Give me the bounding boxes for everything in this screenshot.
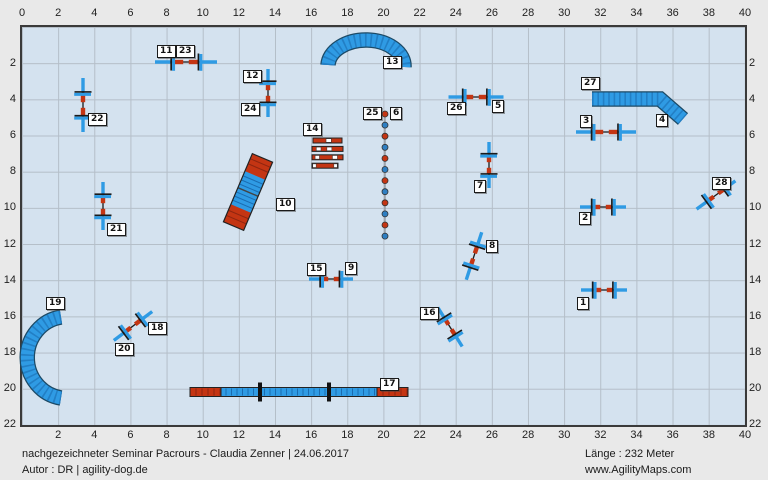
axis-tick-label: 20	[749, 382, 762, 395]
axis-tick-label: 6	[127, 429, 134, 441]
axis-tick-label: 2	[749, 56, 756, 69]
obstacle-number-20[interactable]: 20	[115, 343, 134, 356]
axis-tick-label: 22	[413, 7, 426, 19]
obstacle-number-28[interactable]: 28	[712, 177, 731, 190]
axis-tick-label: 10	[749, 201, 762, 214]
obstacle-number-8[interactable]: 8	[486, 240, 499, 253]
axis-tick-label: 22	[3, 418, 16, 431]
axis-tick-label: 40	[738, 429, 752, 441]
axis-tick-label: 36	[666, 429, 679, 441]
obstacle-number-24[interactable]: 24	[241, 103, 260, 116]
axis-tick-label: 22	[413, 429, 426, 441]
course-website: www.AgilityMaps.com	[585, 463, 692, 476]
obstacle-number-3[interactable]: 3	[580, 115, 593, 128]
axis-tick-label: 14	[3, 273, 16, 286]
course-length: Länge : 232 Meter	[585, 448, 675, 460]
axis-tick-label: 16	[3, 309, 16, 322]
obstacle-number-4[interactable]: 4	[656, 114, 669, 127]
axis-tick-label: 6	[749, 129, 756, 142]
axis-tick-label: 4	[9, 92, 16, 105]
axis-tick-label: 2	[9, 56, 16, 69]
axis-tick-label: 18	[3, 346, 16, 359]
axis-tick-label: 0	[18, 7, 26, 19]
obstacle-number-23[interactable]: 23	[176, 45, 195, 58]
axis-tick-label: 20	[3, 382, 16, 395]
axis-tick-label: 26	[485, 7, 499, 19]
axis-tick-label: 18	[749, 346, 762, 359]
obstacle-number-18[interactable]: 18	[148, 322, 167, 335]
axis-tick-label: 16	[305, 429, 318, 441]
axis-tick-label: 34	[630, 7, 643, 19]
axis-tick-label: 4	[91, 7, 98, 19]
axis-tick-label: 4	[749, 92, 756, 105]
axis-tick-label: 40	[738, 7, 752, 19]
axis-tick-label: 18	[341, 7, 354, 19]
obstacle-number-16[interactable]: 16	[420, 307, 439, 320]
axis-tick-label: 12	[3, 237, 16, 250]
obstacle-number-15[interactable]: 15	[307, 263, 326, 276]
axis-tick-label: 30	[558, 429, 571, 441]
axis-tick-label: 10	[196, 7, 209, 19]
obstacle-number-2[interactable]: 2	[579, 212, 592, 225]
axis-tick-label: 12	[232, 429, 246, 441]
axis-tick-label: 14	[268, 7, 282, 19]
axis-tick-label: 8	[749, 165, 756, 178]
axis-tick-label: 36	[666, 7, 679, 19]
axis-tick-label: 32	[594, 7, 607, 19]
obstacle-number-25[interactable]: 25	[363, 107, 382, 120]
axis-tick-label: 8	[163, 429, 170, 441]
footer-right: Länge : 232 Meter www.AgilityMaps.com	[585, 447, 691, 478]
obstacle-number-1[interactable]: 1	[577, 297, 590, 310]
axis-tick-label: 28	[521, 429, 535, 441]
obstacle-number-12[interactable]: 12	[243, 70, 262, 83]
axis-tick-label: 12	[749, 237, 762, 250]
obstacle-number-7[interactable]: 7	[474, 180, 487, 193]
obstacle-number-6[interactable]: 6	[390, 107, 403, 120]
obstacle-number-13[interactable]: 13	[383, 56, 402, 69]
axis-tick-label: 8	[163, 7, 170, 19]
axis-tick-label: 26	[485, 429, 499, 441]
axis-tick-label: 6	[127, 7, 134, 19]
axis-tick-label: 6	[9, 129, 16, 142]
axis-tick-label: 8	[9, 165, 16, 178]
axis-tick-label: 16	[305, 7, 318, 19]
axis-tick-label: 24	[449, 7, 462, 19]
obstacle-number-26[interactable]: 26	[447, 102, 466, 115]
axis-tick-label: 2	[55, 7, 62, 19]
axis-tick-label: 14	[268, 429, 282, 441]
course-author: Autor : DR | agility-dog.de	[22, 463, 148, 476]
axis-tick-label: 4	[91, 429, 98, 441]
axis-tick-label: 22	[749, 418, 762, 431]
obstacle-number-21[interactable]: 21	[107, 223, 126, 236]
axis-tick-label: 30	[558, 7, 571, 19]
axis-tick-label: 32	[594, 429, 607, 441]
axis-tick-label: 24	[449, 429, 462, 441]
obstacle-number-11[interactable]: 11	[157, 45, 176, 58]
course-title: nachgezeichneter Seminar Pacrours - Clau…	[22, 448, 349, 460]
axis-tick-label: 20	[377, 429, 390, 441]
axis-tick-label: 38	[702, 7, 715, 19]
axis-tick-label: 28	[521, 7, 535, 19]
obstacle-number-14[interactable]: 14	[303, 123, 322, 136]
axis-tick-label: 20	[377, 7, 390, 19]
obstacle-number-9[interactable]: 9	[345, 262, 358, 275]
axis-tick-label: 14	[749, 273, 762, 286]
obstacle-number-5[interactable]: 5	[492, 100, 505, 113]
obstacle-number-10[interactable]: 10	[276, 198, 295, 211]
course-grid	[20, 25, 747, 427]
axis-tick-label: 34	[630, 429, 643, 441]
axis-tick-label: 38	[702, 429, 715, 441]
axis-tick-label: 12	[232, 7, 246, 19]
footer-left: nachgezeichneter Seminar Pacrours - Clau…	[22, 447, 349, 478]
axis-tick-label: 10	[3, 201, 16, 214]
axis-tick-label: 10	[196, 429, 209, 441]
axis-tick-label: 2	[55, 429, 62, 441]
obstacle-number-22[interactable]: 22	[88, 113, 107, 126]
obstacle-number-17[interactable]: 17	[380, 378, 399, 391]
axis-tick-label: 16	[749, 309, 762, 322]
obstacle-number-19[interactable]: 19	[46, 297, 65, 310]
obstacle-number-27[interactable]: 27	[581, 77, 600, 90]
axis-tick-label: 18	[341, 429, 354, 441]
